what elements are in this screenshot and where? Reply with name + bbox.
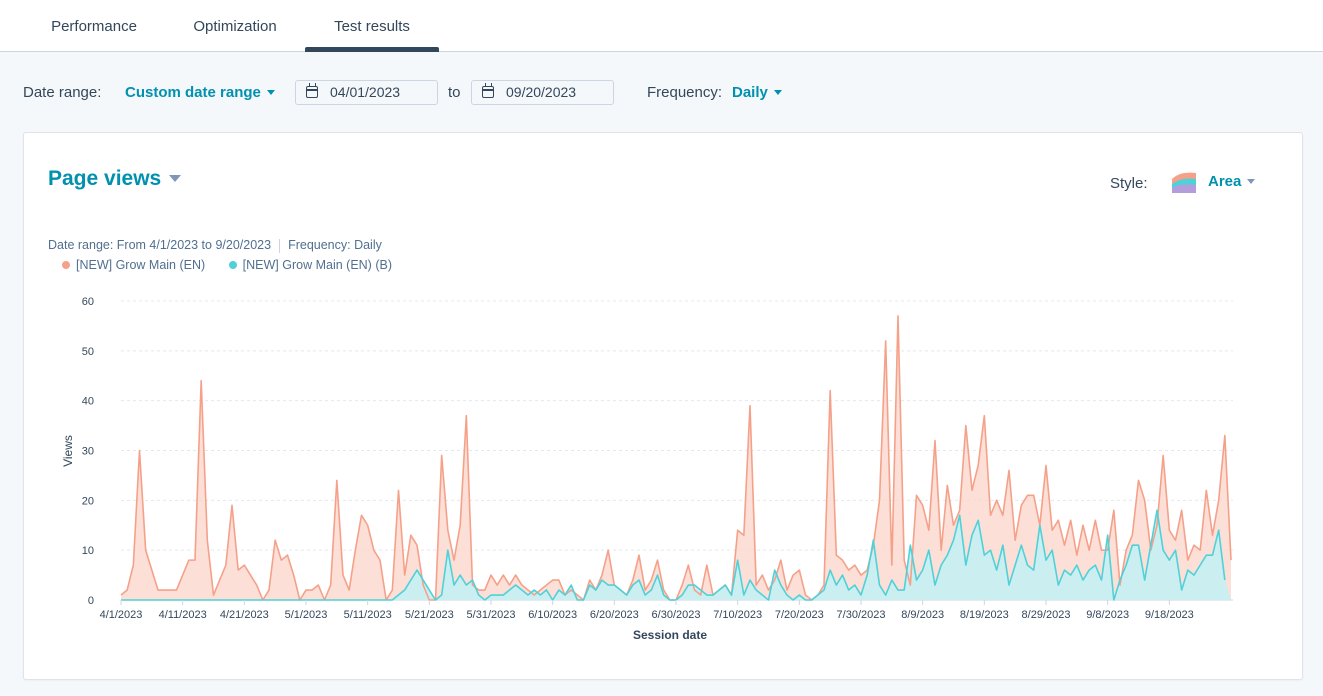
page-title: Page views — [48, 167, 162, 190]
x-tick-label: 7/30/2023 — [837, 609, 886, 621]
x-tick-label: 5/31/2023 — [467, 609, 516, 621]
chart-meta: Date range: From 4/1/2023 to 9/20/2023 Fr… — [48, 238, 382, 253]
x-tick-label: 4/21/2023 — [220, 609, 269, 621]
chevron-down-icon — [266, 89, 275, 95]
x-tick-label: 9/8/2023 — [1086, 609, 1129, 621]
start-date-value: 04/01/2023 — [330, 84, 401, 100]
legend-label: [NEW] Grow Main (EN) — [76, 258, 206, 272]
x-tick-label: 8/19/2023 — [960, 609, 1009, 621]
frequency-label: Frequency: — [647, 84, 723, 101]
legend-item-series-b[interactable]: [NEW] Grow Main (EN) (B) — [228, 258, 392, 272]
y-tick-label: 10 — [82, 545, 94, 557]
end-date-value: 09/20/2023 — [506, 84, 577, 100]
series-area-2 — [121, 510, 1231, 600]
x-tick-label: 6/10/2023 — [528, 609, 577, 621]
page-views-chart: 0 10 20 30 40 50 60 4/1/2023 4/11/2023 4/21/2023… — [61, 296, 1233, 642]
end-date-input[interactable]: 09/20/2023 — [471, 80, 614, 105]
x-axis-title: Session date — [633, 628, 707, 642]
calendar-icon — [306, 83, 318, 98]
x-axis: 4/1/2023 4/11/2023 4/21/2023 5/1/2023 5/11/2… — [100, 600, 1194, 621]
x-tick-label: 8/29/2023 — [1022, 609, 1071, 621]
date-range-dropdown[interactable]: Custom date range — [125, 84, 275, 101]
x-tick-label: 5/21/2023 — [405, 609, 454, 621]
chart-areas — [121, 315, 1231, 600]
x-tick-label: 7/20/2023 — [775, 609, 824, 621]
y-tick-label: 50 — [82, 346, 94, 358]
tab-bar: Performance Optimization Test results — [0, 0, 1323, 52]
y-tick-label: 30 — [82, 446, 94, 458]
legend-dot — [228, 260, 237, 269]
meta-date-range: Date range: From 4/1/2023 to 9/20/2023 — [48, 238, 272, 252]
chevron-down-icon — [169, 174, 182, 182]
report-card: Page views Style: Area Date range: From … — [23, 132, 1303, 680]
legend-item-series-a[interactable]: [NEW] Grow Main (EN) — [62, 258, 205, 272]
metric-dropdown[interactable]: Page views — [48, 167, 182, 191]
chevron-down-icon — [1247, 178, 1256, 184]
calendar-icon — [482, 83, 494, 98]
chart-legend: [NEW] Grow Main (EN) [NEW] Grow Main (EN… — [62, 258, 412, 272]
x-tick-label: 6/20/2023 — [590, 609, 639, 621]
y-axis-title: Views — [61, 435, 75, 467]
tab-performance[interactable]: Performance — [51, 18, 137, 35]
tab-optimization[interactable]: Optimization — [193, 18, 277, 35]
frequency-dropdown-value: Daily — [732, 84, 768, 101]
x-tick-label: 7/10/2023 — [713, 609, 762, 621]
legend-label: [NEW] Grow Main (EN) (B) — [242, 258, 392, 272]
x-tick-label: 6/30/2023 — [652, 609, 701, 621]
style-dropdown-value: Area — [1208, 173, 1242, 190]
x-tick-label: 9/18/2023 — [1145, 609, 1194, 621]
x-tick-label: 4/1/2023 — [100, 609, 143, 621]
date-range-dropdown-value: Custom date range — [125, 84, 261, 101]
start-date-input[interactable]: 04/01/2023 — [295, 80, 438, 105]
series-line-2 — [121, 509, 1226, 601]
style-label: Style: — [1110, 175, 1148, 192]
tab-test-results[interactable]: Test results — [334, 18, 410, 35]
y-tick-label: 60 — [82, 296, 94, 308]
x-tick-label: 5/1/2023 — [285, 609, 328, 621]
y-axis: 0 10 20 30 40 50 60 — [82, 296, 94, 607]
x-tick-label: 4/11/2023 — [159, 609, 207, 621]
style-dropdown[interactable]: Area — [1208, 173, 1256, 190]
meta-frequency: Frequency: Daily — [288, 238, 382, 252]
y-tick-label: 40 — [82, 396, 94, 408]
frequency-dropdown[interactable]: Daily — [732, 84, 782, 101]
y-tick-label: 0 — [88, 595, 94, 607]
filter-bar: Date range: Custom date range 04/01/2023… — [0, 52, 1323, 132]
to-label: to — [448, 84, 461, 101]
legend-dot — [62, 260, 70, 269]
active-tab-indicator — [305, 47, 439, 52]
y-tick-label: 20 — [82, 495, 94, 507]
x-tick-label: 5/11/2023 — [344, 609, 392, 621]
x-tick-label: 8/9/2023 — [901, 609, 944, 621]
chevron-down-icon — [773, 89, 782, 95]
date-range-label: Date range: — [23, 84, 102, 101]
divider — [279, 238, 281, 253]
area-chart-icon — [1172, 172, 1196, 193]
series-area-1 — [121, 315, 1231, 600]
